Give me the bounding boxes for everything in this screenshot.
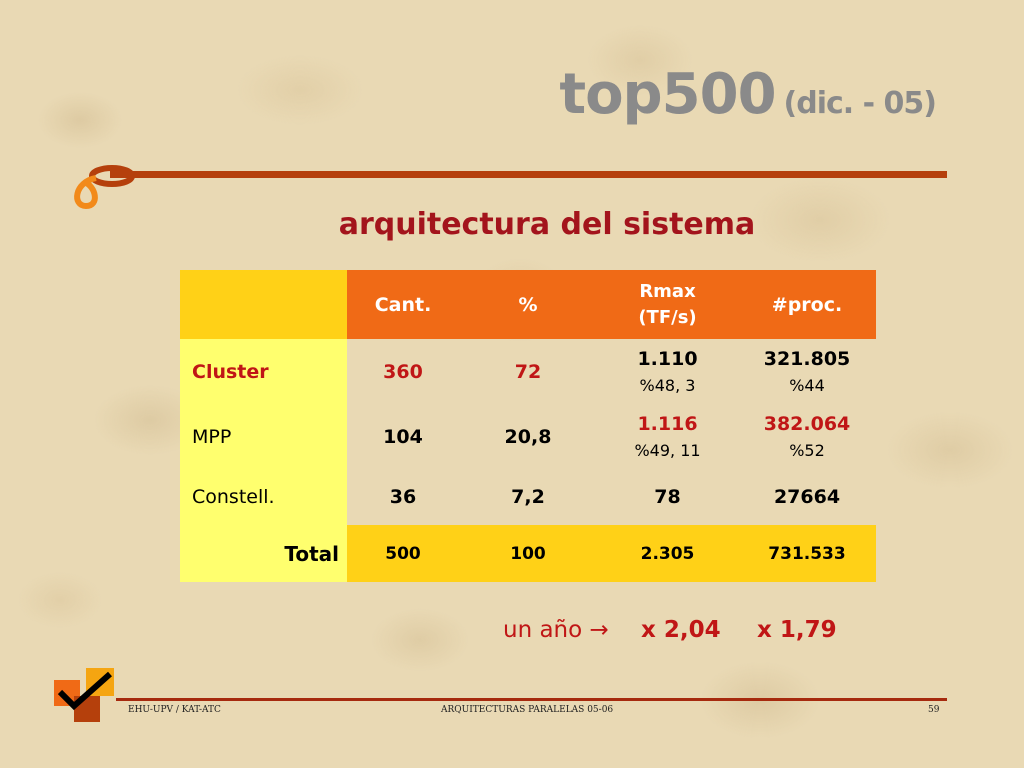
- total-cant: 500: [347, 525, 459, 582]
- table-row: MPP 104 20,8 1.116 %49, 11 382.064 %52: [180, 404, 876, 469]
- cell-rmax: 1.110 %48, 3: [597, 339, 738, 404]
- title-rule: [110, 171, 947, 178]
- table-total-row: Total 500 100 2.305 731.533: [180, 525, 876, 582]
- total-pct: 100: [459, 525, 597, 582]
- cell-proc-value: 382.064: [763, 413, 851, 435]
- table-row: Constell. 36 7,2 78 27664: [180, 469, 876, 525]
- row-label-mpp: MPP: [180, 404, 347, 469]
- title-sub: (dic. - 05): [783, 86, 937, 121]
- cell-rmax-value: 1.110: [637, 348, 698, 370]
- cell-rmax-pct: %48, 3: [639, 376, 696, 395]
- total-rmax: 2.305: [597, 525, 738, 582]
- footer-rule: [116, 698, 947, 701]
- title-main: top500: [559, 62, 776, 127]
- table-row: Cluster 360 72 1.110 %48, 3 321.805 %44: [180, 339, 876, 404]
- cell-rmax-value: 1.116: [637, 413, 698, 435]
- cell-rmax-pct: %49, 11: [634, 441, 701, 460]
- cell-proc: 321.805 %44: [738, 339, 876, 404]
- cell-proc-value: 321.805: [763, 348, 851, 370]
- cell-rmax: 1.116 %49, 11: [597, 404, 738, 469]
- total-proc: 731.533: [738, 525, 876, 582]
- trend-proc-factor: x 1,79: [757, 617, 837, 643]
- cell-proc: 382.064 %52: [738, 404, 876, 469]
- footer-center: ARQUITECTURAS PARALELAS 05-06: [441, 705, 614, 715]
- curl-ornament-icon: [74, 165, 135, 210]
- cell-proc: 27664: [773, 486, 841, 508]
- header-proc: #proc.: [738, 270, 876, 339]
- header-rmax: Rmax (TF/s): [597, 270, 738, 339]
- trend-label: un año →: [503, 617, 609, 643]
- slide-subtitle: arquitectura del sistema: [338, 207, 756, 242]
- cell-pct: 7,2: [511, 486, 545, 508]
- cell-proc-pct: %52: [789, 441, 825, 460]
- cell-cant: 36: [389, 486, 417, 508]
- cell-cant: 104: [383, 425, 423, 448]
- row-label-cluster: Cluster: [180, 339, 347, 404]
- header-rmax-l1: Rmax: [639, 280, 696, 302]
- cell-rmax: 78: [654, 486, 681, 508]
- header-corner: [180, 270, 347, 339]
- cell-pct: 72: [514, 360, 542, 383]
- header-pct: %: [459, 270, 597, 339]
- page-number: 59: [928, 705, 940, 715]
- header-cant: Cant.: [347, 270, 459, 339]
- trend-rmax-factor: x 2,04: [641, 617, 721, 643]
- checkmark-logo-icon: [54, 668, 114, 722]
- row-label-constell: Constell.: [180, 469, 347, 525]
- table-header-row: Cant. % Rmax (TF/s) #proc.: [180, 270, 876, 339]
- footer-left: EHU-UPV / KAT-ATC: [128, 705, 221, 715]
- architecture-table: Cant. % Rmax (TF/s) #proc. Cluster 360 7…: [180, 270, 876, 582]
- cell-proc-pct: %44: [789, 376, 825, 395]
- total-label: Total: [180, 525, 347, 582]
- cell-cant: 360: [383, 360, 423, 383]
- slide-title: top500 (dic. - 05): [559, 62, 937, 127]
- header-rmax-l2: (TF/s): [638, 306, 697, 328]
- cell-pct: 20,8: [504, 425, 552, 448]
